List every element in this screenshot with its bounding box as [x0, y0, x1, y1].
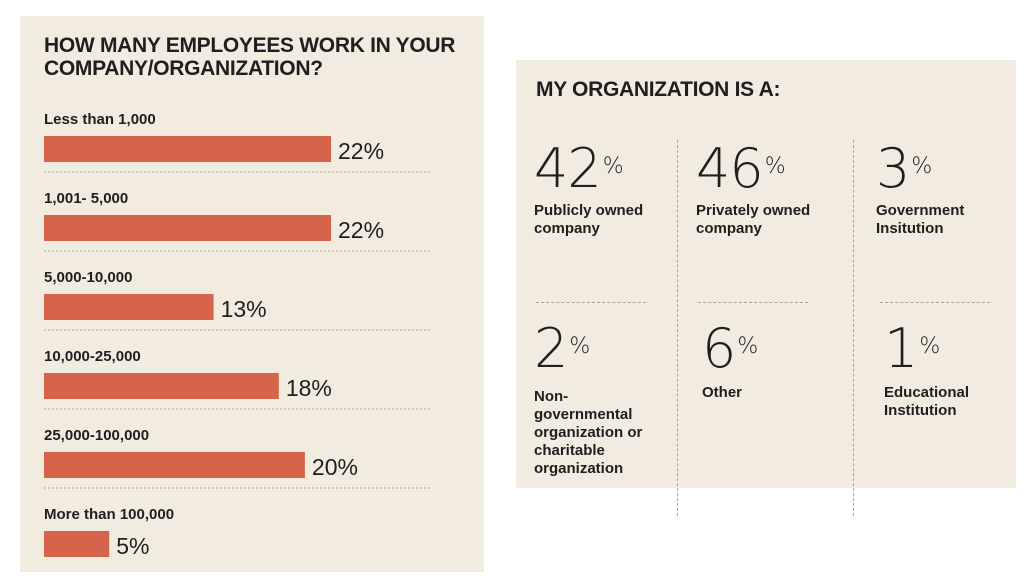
bar	[44, 136, 331, 162]
bar	[44, 215, 331, 241]
bar-value-label: 20%	[312, 454, 358, 480]
row-divider	[536, 302, 646, 303]
bar-value-label: 13%	[221, 296, 267, 322]
column-divider	[853, 140, 854, 516]
row-divider	[698, 302, 808, 303]
bar	[44, 531, 110, 557]
stat-label: Other	[702, 384, 743, 401]
stat-publicly-owned: 42% Publicly owned company	[534, 142, 644, 238]
stat-value: 42%	[534, 137, 624, 200]
bar-category-label: 25,000-100,000	[44, 427, 149, 444]
stat-value: 2%	[534, 317, 590, 380]
bar-value-label: 5%	[116, 533, 149, 559]
stat-other: 6% Other	[702, 322, 822, 402]
stat-label: Government Insitution	[876, 202, 965, 237]
stat-value: 3%	[876, 137, 932, 200]
bar-value-label: 22%	[338, 217, 384, 243]
stat-label: Non-governmental organization or charita…	[534, 388, 643, 477]
stat-value: 1%	[884, 317, 940, 380]
bar-category-label: Less than 1,000	[44, 111, 156, 128]
stat-label: Publicly owned company	[534, 202, 644, 237]
bar	[44, 452, 305, 478]
bar	[44, 294, 214, 320]
column-divider	[677, 140, 678, 516]
row-divider	[880, 302, 990, 303]
stat-educational: 1% Educational Institution	[884, 322, 1004, 420]
bar-category-label: 1,001- 5,000	[44, 190, 128, 207]
bar-category-label: More than 100,000	[44, 506, 174, 523]
stat-value: 46%	[696, 137, 786, 200]
organization-type-panel: MY ORGANIZATION IS A: 42% Publicly owned…	[516, 60, 1016, 516]
employees-panel: Less than 1,000 22% 1,001- 5,000 22% 5,000-1…	[20, 16, 484, 572]
stat-privately-owned: 46% Privately owned company	[696, 142, 846, 238]
organization-type-title: MY ORGANIZATION IS A:	[536, 78, 781, 101]
stat-government: 3% Government Insitution	[876, 142, 996, 238]
bar-category-label: 10,000-25,000	[44, 348, 141, 365]
bar-value-label: 22%	[338, 138, 384, 164]
stat-non-governmental: 2% Non-governmental organization or char…	[534, 322, 652, 478]
bar-value-label: 18%	[286, 375, 332, 401]
stat-label: Educational Institution	[884, 384, 970, 419]
stat-value: 6%	[702, 317, 758, 380]
bar	[44, 373, 279, 399]
stat-label: Privately owned company	[696, 202, 811, 237]
bar-category-label: 5,000-10,000	[44, 269, 132, 286]
employees-bar-chart: Less than 1,000 22% 1,001- 5,000 22% 5,000-1…	[44, 111, 430, 559]
employees-chart-title: HOW MANY EMPLOYEES WORK IN YOUR COMPANY/…	[44, 34, 456, 80]
